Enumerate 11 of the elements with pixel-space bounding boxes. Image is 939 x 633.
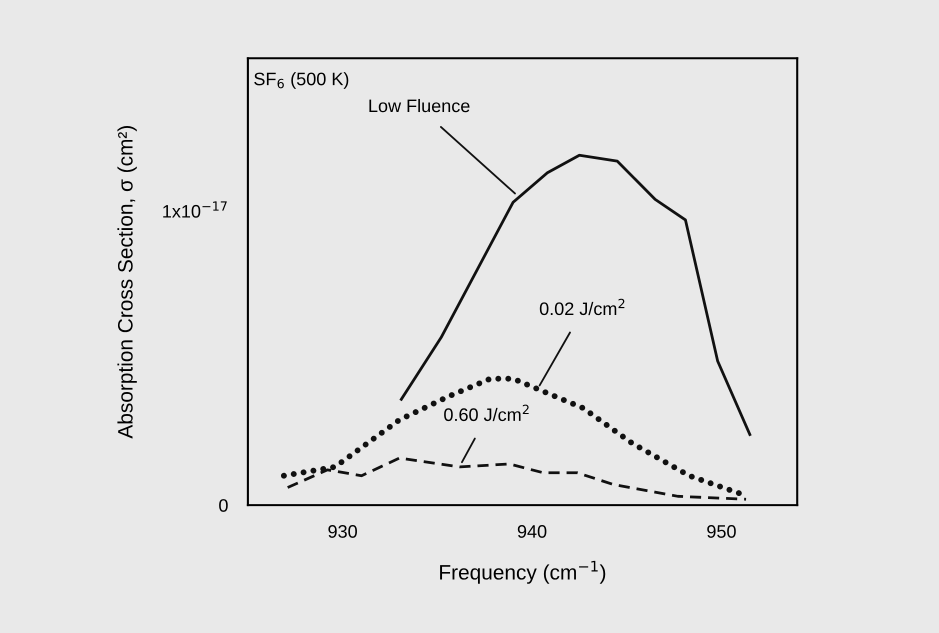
x-axis-title: Frequency (cm$^{−1}$) (440, 560, 606, 584)
annotation: Low Fluence (369, 98, 470, 112)
x-tick-label: 950 (707, 525, 736, 538)
annotation: SF$_{6}$ (500 K) (254, 72, 348, 89)
annotation: 0.60 J/cm$^{2}$ (444, 404, 529, 422)
y-tick-label: 0 (219, 499, 228, 512)
y-axis-title: Absorption Cross Section, σ (cm²) (117, 126, 137, 439)
x-tick-label: 930 (328, 525, 357, 538)
annotation: 0.02 J/cm$^{2}$ (540, 298, 624, 316)
y-tick-label: 1x10$^{−17}$ (163, 201, 227, 218)
x-tick-label: 940 (518, 525, 546, 538)
